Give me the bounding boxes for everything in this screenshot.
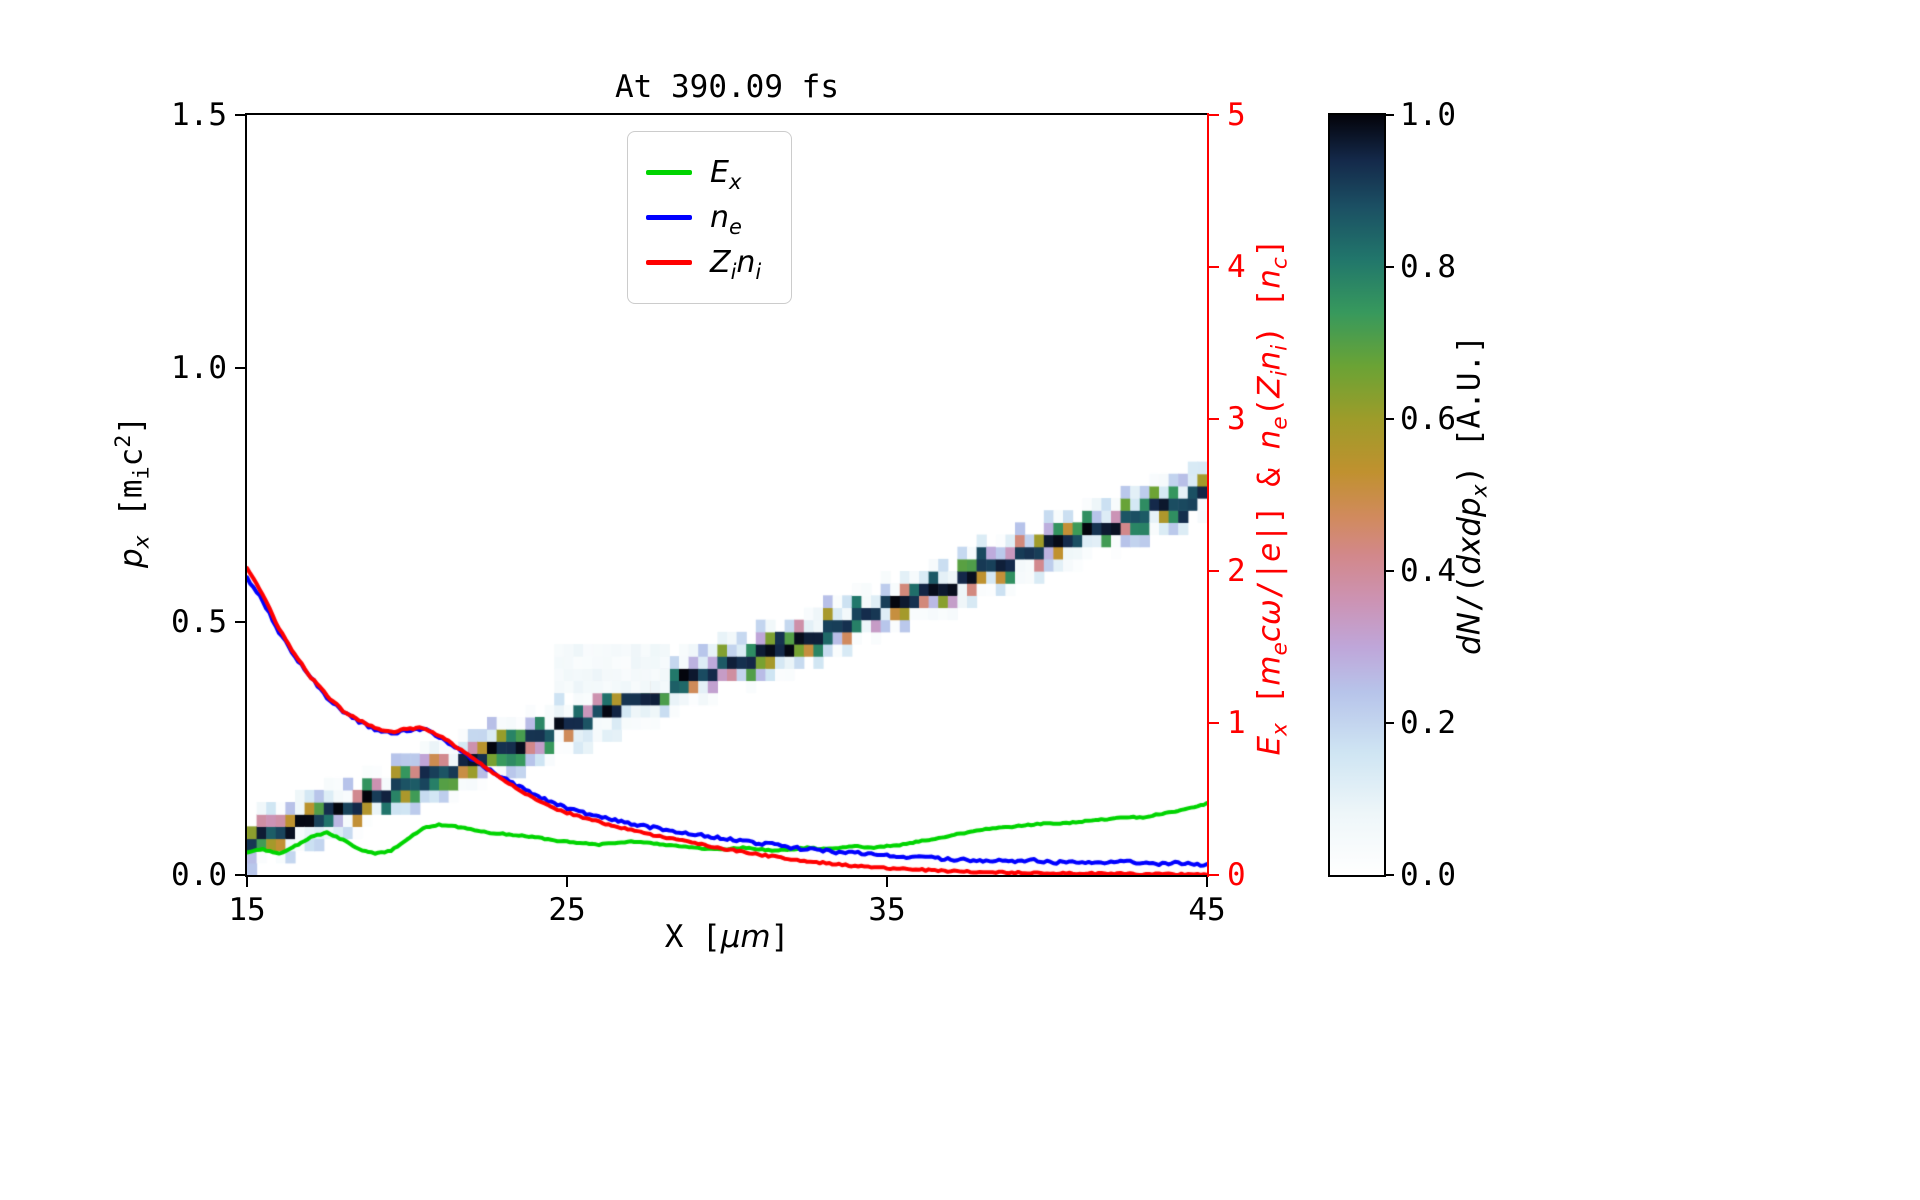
colorbar-tick-mark <box>1386 418 1394 420</box>
colorbar-tick-mark <box>1386 266 1394 268</box>
x-tick-label: 35 <box>868 892 906 928</box>
colorbar-tick-mark <box>1386 570 1394 572</box>
right-y-tick-mark <box>1209 266 1219 268</box>
x-tick-label: 45 <box>1188 892 1226 928</box>
x-tick-label: 15 <box>228 892 266 928</box>
colorbar-frame <box>1328 113 1386 877</box>
x-tick-label: 25 <box>548 892 586 928</box>
right-y-tick-mark <box>1209 874 1219 876</box>
right-y-axis-label: Ex [mecω/|e|] & ne(Zini) [nc] <box>1251 238 1293 756</box>
legend-row-ex: Ex <box>646 155 761 194</box>
left-y-tick-label: 0.0 <box>171 857 227 893</box>
left-y-axis-label: px [mic2] <box>111 416 155 568</box>
right-y-tick-label: 5 <box>1227 97 1246 133</box>
legend-line-swatch <box>646 215 692 220</box>
right-y-tick-mark <box>1209 570 1219 572</box>
x-axis-label: X [μm] <box>664 919 790 955</box>
x-tick-mark <box>246 877 248 887</box>
colorbar-label: dN/(dxdpx) [A.U.] <box>1451 335 1493 655</box>
right-y-tick-label: 3 <box>1227 401 1246 437</box>
left-y-tick-label: 1.5 <box>171 97 227 133</box>
right-y-tick-mark <box>1209 418 1219 420</box>
right-axis-spine <box>1207 113 1209 877</box>
x-tick-mark <box>1206 877 1208 887</box>
legend-rows: Ex ne Zini <box>646 155 762 284</box>
legend-label: Ex <box>710 155 742 194</box>
left-y-tick-mark <box>235 114 245 116</box>
right-y-tick-label: 1 <box>1227 705 1246 741</box>
right-y-tick-mark <box>1209 114 1219 116</box>
x-tick-mark <box>566 877 568 887</box>
legend: Ex ne Zini <box>627 131 793 304</box>
right-y-tick-label: 2 <box>1227 553 1246 589</box>
legend-line-swatch <box>646 170 692 175</box>
left-y-tick-mark <box>235 874 245 876</box>
left-y-tick-label: 1.0 <box>171 350 227 387</box>
x-tick-mark <box>886 877 888 887</box>
legend-row-ne: ne <box>646 200 761 239</box>
legend-line-swatch <box>646 260 692 265</box>
colorbar-tick-mark <box>1386 874 1394 876</box>
legend-row-zini: Zini <box>646 245 762 284</box>
legend-label: ne <box>710 200 742 239</box>
plot-title: At 390.09 fs <box>615 69 839 105</box>
colorbar-tick-mark <box>1386 722 1394 724</box>
right-y-tick-label: 4 <box>1227 249 1246 285</box>
colorbar-tick-label: 0.6 <box>1400 401 1456 437</box>
right-y-tick-mark <box>1209 722 1219 724</box>
colorbar-tick-mark <box>1386 114 1394 116</box>
left-y-tick-label: 0.5 <box>171 603 227 640</box>
left-y-tick-mark <box>235 620 245 623</box>
colorbar-tick-label: 1.0 <box>1400 97 1456 133</box>
colorbar-gradient <box>1330 115 1384 875</box>
colorbar-tick-label: 0.8 <box>1400 249 1456 285</box>
colorbar-tick-label: 0.0 <box>1400 857 1456 893</box>
colorbar-tick-label: 0.2 <box>1400 705 1456 741</box>
left-y-tick-mark <box>235 367 245 370</box>
colorbar-tick-label: 0.4 <box>1400 553 1456 589</box>
legend-label: Zini <box>710 245 762 284</box>
right-y-tick-label: 0 <box>1227 857 1246 893</box>
